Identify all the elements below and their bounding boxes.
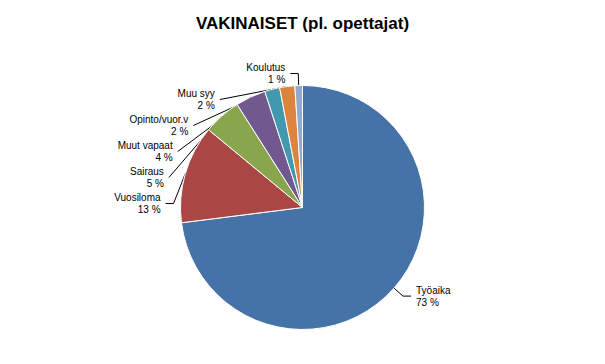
svg-text:Muut vapaat: Muut vapaat — [118, 140, 173, 151]
svg-text:4 %: 4 % — [155, 152, 172, 163]
svg-text:13 %: 13 % — [138, 204, 161, 215]
svg-text:Vuosiloma: Vuosiloma — [114, 192, 161, 203]
svg-text:2 %: 2 % — [198, 100, 215, 111]
svg-text:Työaika: Työaika — [416, 285, 451, 296]
svg-text:73 %: 73 % — [416, 297, 439, 308]
svg-text:1 %: 1 % — [268, 74, 285, 85]
svg-text:Opinto/vuor.v: Opinto/vuor.v — [129, 114, 188, 125]
svg-text:5 %: 5 % — [147, 178, 164, 189]
svg-text:Koulutus: Koulutus — [246, 62, 285, 73]
svg-text:2 %: 2 % — [171, 126, 188, 137]
svg-text:Sairaus: Sairaus — [130, 166, 164, 177]
svg-text:VAKINAISET (pl. opettajat): VAKINAISET (pl. opettajat) — [196, 14, 409, 33]
svg-text:Muu syy: Muu syy — [178, 88, 215, 99]
